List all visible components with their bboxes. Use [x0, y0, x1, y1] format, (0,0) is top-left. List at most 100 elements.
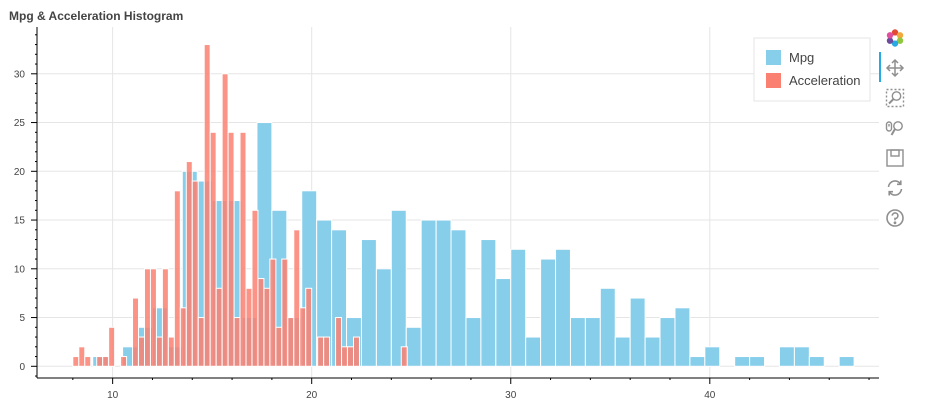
mpg-bar	[599, 287, 616, 367]
mpg-bar	[569, 317, 586, 367]
acceleration-bar	[293, 229, 301, 367]
mpg-bar	[465, 317, 482, 367]
acceleration-bar	[102, 356, 110, 367]
acceleration-bar	[197, 317, 205, 367]
mpg-bar	[793, 346, 810, 367]
mpg-bar	[480, 239, 497, 367]
pan-icon[interactable]	[885, 58, 905, 78]
help-icon[interactable]	[885, 208, 905, 228]
mpg-bar	[808, 356, 825, 367]
mpg-bar	[614, 336, 631, 367]
y-tick-label: 10	[14, 264, 26, 275]
mpg-bar	[584, 317, 601, 367]
chart-title: Mpg & Acceleration Histogram	[9, 9, 184, 23]
box-zoom-icon[interactable]	[885, 88, 905, 108]
acceleration-bar	[149, 268, 157, 367]
acceleration-bar	[352, 336, 360, 367]
acceleration-bar	[179, 307, 187, 367]
reset-icon[interactable]	[885, 178, 905, 198]
acceleration-bar	[287, 317, 295, 367]
y-tick-label: 20	[14, 167, 26, 178]
mpg-bar	[749, 356, 766, 367]
acceleration-bar	[72, 356, 80, 367]
mpg-bar	[390, 209, 407, 367]
mpg-bar	[734, 356, 751, 367]
acceleration-bar	[341, 346, 349, 367]
legend-swatch-mpg	[766, 50, 781, 65]
wheel-zoom-icon[interactable]	[885, 118, 905, 138]
legend-swatch-acceleration	[766, 73, 781, 88]
mpg-bar	[838, 356, 855, 367]
acceleration-bar	[138, 336, 145, 367]
acceleration-bar	[400, 346, 408, 367]
x-tick-label: 10	[107, 390, 119, 401]
axes: 10 20 30 40 0 5 10 15 20 25 30	[14, 27, 879, 401]
mpg-bar	[555, 248, 571, 367]
mpg-bar	[450, 229, 467, 367]
acceleration-bar	[335, 317, 343, 367]
mpg-bar	[674, 307, 691, 367]
mpg-bar	[405, 326, 422, 367]
acceleration-bar	[347, 346, 354, 367]
acceleration-bar	[167, 336, 175, 367]
bokeh-logo-icon[interactable]	[885, 28, 905, 48]
acceleration-bar	[323, 336, 331, 367]
y-tick-label: 5	[19, 313, 25, 324]
acceleration-bar	[173, 190, 181, 367]
acceleration-bar	[155, 336, 163, 367]
mpg-bar	[375, 268, 392, 367]
mpg-bar	[435, 219, 452, 367]
mpg-bar	[540, 258, 557, 367]
acceleration-bar	[215, 287, 223, 367]
mpg-bar	[525, 336, 542, 367]
acceleration-bar	[281, 258, 289, 367]
x-tick-label: 20	[306, 390, 318, 401]
save-icon[interactable]	[885, 148, 905, 168]
acceleration-bar	[245, 287, 253, 367]
acceleration-bar	[227, 131, 235, 367]
acceleration-bar	[132, 297, 140, 367]
mpg-bar	[778, 346, 795, 367]
mpg-bar	[495, 278, 512, 367]
acceleration-bar	[299, 307, 307, 367]
acceleration-bar	[239, 131, 247, 367]
acceleration-bar	[203, 44, 211, 367]
x-tick-label: 40	[704, 390, 716, 401]
acceleration-bar	[161, 268, 169, 367]
acceleration-bar	[185, 161, 193, 367]
acceleration-bars	[72, 44, 408, 367]
y-tick-label: 0	[19, 362, 25, 373]
mpg-bar	[689, 356, 706, 367]
acceleration-bar	[233, 317, 241, 367]
mpg-bar	[510, 248, 527, 367]
y-tick-label: 30	[14, 69, 26, 80]
legend[interactable]: Mpg Acceleration	[753, 37, 871, 102]
acceleration-bar	[305, 287, 313, 367]
active-tool-indicator	[879, 52, 881, 82]
acceleration-bar	[120, 356, 128, 367]
acceleration-bar	[251, 209, 259, 367]
mpg-bar	[644, 336, 661, 367]
acceleration-bar	[209, 131, 217, 367]
acceleration-bar	[317, 336, 325, 367]
mpg-bar	[360, 239, 377, 367]
legend-label-acceleration: Acceleration	[789, 73, 861, 88]
acceleration-bar	[191, 180, 199, 367]
mpg-bar	[420, 219, 437, 367]
acceleration-bar	[269, 258, 277, 367]
acceleration-bar	[275, 326, 283, 367]
y-tick-label: 25	[14, 118, 26, 129]
acceleration-bar	[257, 278, 265, 367]
acceleration-bar	[143, 268, 151, 367]
legend-label-mpg: Mpg	[789, 50, 814, 65]
acceleration-bar	[78, 346, 86, 367]
acceleration-bar	[108, 326, 116, 367]
mpg-bar	[629, 297, 646, 367]
mpg-bar	[659, 317, 676, 367]
acceleration-bar	[221, 73, 229, 367]
x-tick-label: 30	[505, 390, 517, 401]
y-tick-label: 15	[14, 216, 26, 227]
mpg-bar	[704, 346, 721, 367]
acceleration-bar	[84, 356, 92, 367]
